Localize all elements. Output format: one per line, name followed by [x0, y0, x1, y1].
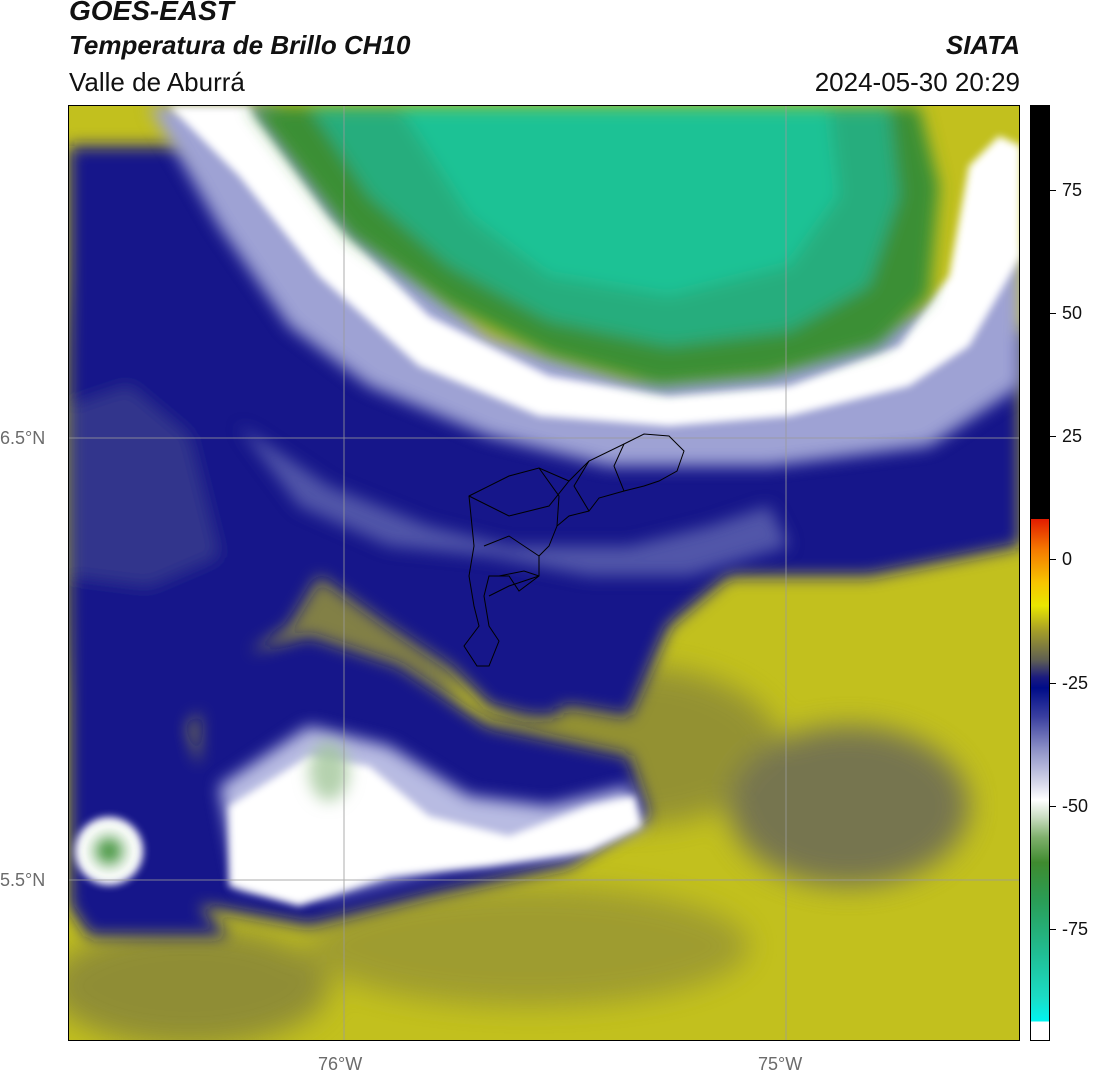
municipal-boundaries	[463, 433, 685, 667]
colorbar-tick-label: 0	[1062, 549, 1073, 569]
lat-tick-label: 5.5°N	[0, 870, 46, 890]
colorbar-tick-label: 25	[1062, 426, 1083, 446]
product-title: Temperatura de Brillo CH10	[69, 30, 411, 60]
graticule	[69, 106, 1019, 1040]
colorbar-tick	[1050, 559, 1056, 560]
map-canvas	[69, 106, 1019, 1040]
lon-tick-label: 75°W	[758, 1054, 803, 1074]
lat-tick-label: 6.5°N	[0, 428, 46, 448]
header-right: SIATA 2024-05-30 20:29	[815, 28, 1020, 100]
satellite-map[interactable]	[68, 105, 1020, 1041]
colorbar-tick	[1050, 683, 1056, 684]
colorbar-tick	[1050, 436, 1056, 437]
colorbar-tick-label: -75	[1062, 919, 1089, 939]
colorbar-tick	[1050, 929, 1056, 930]
timestamp: 2024-05-30 20:29	[814, 67, 1020, 97]
colorbar-tick	[1050, 806, 1056, 807]
title-block: GOES-EAST Temperatura de Brillo CH10 Val…	[69, 0, 410, 100]
colorbar-tick-label: 50	[1062, 303, 1083, 323]
colorbar-tick-label: 75	[1062, 180, 1083, 200]
colorbar-tick-label: -50	[1062, 796, 1089, 816]
region-title: Valle de Aburrá	[69, 67, 245, 97]
colorbar-tick	[1050, 313, 1056, 314]
brand-label: SIATA	[945, 30, 1020, 60]
colorbar-tick-label: -25	[1062, 673, 1089, 693]
colorbar	[1030, 105, 1050, 1041]
cold-cloud-top	[95, 106, 939, 865]
colorbar-tick	[1050, 190, 1056, 191]
satellite-title: GOES-EAST	[69, 0, 234, 26]
lon-tick-label: 76°W	[318, 1054, 363, 1074]
